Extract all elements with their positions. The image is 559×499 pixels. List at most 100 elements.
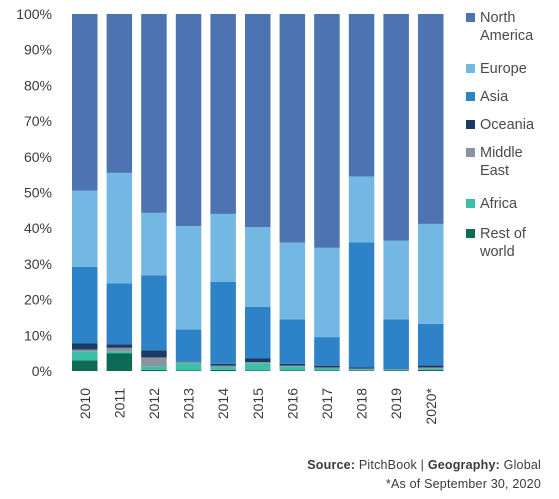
bar-segment-oceania [314, 365, 340, 368]
bar-segment-rest-of-world [245, 370, 271, 371]
x-tick-label: 2020* [423, 387, 439, 424]
bar-segment-middle-east [348, 368, 375, 370]
bar-segment-rest-of-world [106, 353, 133, 371]
y-tick-label: 60% [24, 149, 52, 165]
bar-segment-north-america [348, 14, 375, 177]
legend-swatch [466, 148, 475, 157]
legend-swatch [466, 92, 475, 101]
x-tick-label: 2010 [77, 388, 93, 419]
bar-segment-north-america [210, 14, 236, 214]
bar-segment-north-america [72, 14, 98, 191]
bar-segment-africa [245, 363, 271, 371]
bar-segment-europe [279, 242, 306, 320]
bar-segment-rest-of-world [141, 369, 167, 371]
legend-label: Asia [480, 89, 509, 105]
y-tick-label: 90% [24, 42, 52, 58]
bar-segment-north-america [141, 14, 167, 213]
legend-label: world [479, 244, 515, 260]
bars [72, 14, 444, 371]
y-tick-label: 80% [24, 77, 52, 93]
bar-segment-oceania [348, 367, 375, 369]
y-tick-label: 20% [24, 292, 52, 308]
bar-segment-north-america [245, 14, 271, 228]
bar-segment-africa [348, 369, 375, 371]
geography-value: Global [503, 458, 541, 472]
bar-segment-europe [348, 176, 375, 243]
stacked-bar-chart: 0%10%20%30%40%50%60%70%80%90%100% 2010 20… [16, 6, 535, 425]
y-tick-label: 40% [24, 220, 52, 236]
bar-segment-oceania [141, 350, 167, 358]
bar-segment-asia [72, 266, 98, 344]
legend-label: East [480, 163, 509, 179]
y-tick-label: 10% [24, 327, 52, 343]
legend-label: Europe [480, 61, 527, 77]
bar-segment-rest-of-world [314, 370, 340, 371]
bar-segment-europe [106, 172, 133, 284]
legend: North America Europe Asia Oceania Middle East A… [466, 10, 535, 260]
bar-segment-africa [314, 368, 340, 371]
bar-segment-europe [314, 247, 340, 338]
bar-segment-europe [383, 240, 409, 320]
bar-segment-asia [383, 319, 409, 370]
bar-segment-middle-east [314, 367, 340, 369]
bar-segment-europe [245, 227, 271, 307]
bar-segment-asia [210, 281, 236, 364]
legend-label: North [480, 10, 515, 26]
bar-segment-oceania [72, 343, 98, 350]
bar-segment-asia [314, 337, 340, 366]
bar-segment-oceania [279, 363, 306, 366]
y-tick-label: 0% [32, 363, 52, 379]
bar-segment-europe [175, 226, 202, 330]
bar-segment-rest-of-world [175, 370, 202, 371]
bar-segment-rest-of-world [348, 370, 375, 371]
bar-segment-middle-east [418, 367, 444, 369]
bar-segment-middle-east [141, 357, 167, 367]
bar-segment-asia [245, 306, 271, 359]
x-tick-label: 2014 [215, 388, 231, 419]
bar-segment-middle-east [106, 347, 133, 352]
x-tick-label: 2013 [181, 388, 197, 419]
bar-segment-asia [348, 242, 375, 368]
x-tick-label: 2012 [146, 388, 162, 419]
legend-swatch [466, 229, 475, 238]
bar-segment-middle-east [245, 362, 271, 364]
bar-segment-europe [210, 213, 236, 282]
bar-segment-north-america [175, 14, 202, 227]
source-line: Source: PitchBook | Geography: Global [307, 458, 541, 472]
bar-segment-middle-east [279, 365, 306, 367]
legend-label: Africa [480, 196, 518, 212]
legend-swatch [466, 199, 475, 208]
bar-segment-africa [175, 363, 202, 371]
bar-segment-oceania [418, 365, 444, 368]
bar-segment-middle-east [210, 365, 236, 368]
bar-segment-north-america [418, 14, 444, 224]
y-tick-label: 100% [16, 6, 52, 22]
bar-segment-oceania [106, 344, 133, 348]
bar-segment-rest-of-world [383, 370, 409, 371]
bar-segment-africa [141, 366, 167, 370]
bar-segment-north-america [314, 14, 340, 248]
legend-label: Oceania [480, 117, 535, 133]
x-tick-label: 2017 [319, 388, 335, 419]
footnote: *As of September 30, 2020 [385, 477, 541, 491]
legend-swatch [466, 120, 475, 129]
source-value: PitchBook [358, 458, 417, 472]
bar-segment-africa [72, 351, 98, 361]
x-axis: 2010 2011 2012 2013 2014 2015 2016 2017 2018 2019… [77, 387, 439, 424]
x-tick-label: 2019 [388, 388, 404, 419]
bar-segment-asia [175, 329, 202, 362]
legend-swatch [466, 64, 475, 73]
bar-segment-middle-east [72, 349, 98, 352]
legend-swatch [466, 13, 475, 22]
bar-segment-europe [418, 223, 444, 324]
separator: | [420, 458, 425, 472]
bar-segment-asia [106, 283, 133, 345]
bar-segment-asia [279, 319, 306, 364]
bar-segment-middle-east [175, 362, 202, 364]
bar-segment-asia [141, 275, 167, 351]
bar-segment-europe [72, 190, 98, 267]
legend-label: Rest of [480, 226, 527, 242]
bar-segment-africa [279, 366, 306, 371]
bar-segment-rest-of-world [72, 360, 98, 371]
y-tick-label: 30% [24, 256, 52, 272]
